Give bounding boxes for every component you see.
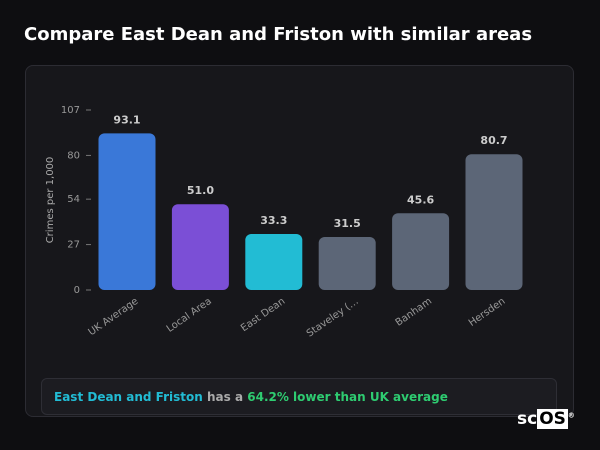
- y-tick-label: 54: [67, 194, 80, 205]
- logo: sc OS ®: [517, 409, 575, 429]
- logo-right: OS: [537, 409, 568, 429]
- x-tick-label: East Dean: [239, 296, 287, 334]
- value-label: 80.7: [480, 134, 507, 147]
- y-tick-label: 0: [74, 285, 80, 296]
- logo-mark: ®: [567, 411, 575, 420]
- x-tick-label: Staveley (…: [305, 296, 361, 340]
- value-label: 31.5: [334, 217, 361, 230]
- summary: East Dean and Friston has a 64.2% lower …: [41, 378, 557, 415]
- value-label: 51.0: [187, 184, 214, 197]
- bar: [98, 133, 156, 290]
- x-tick-label: UK Average: [87, 296, 141, 338]
- logo-left: sc: [517, 409, 538, 429]
- value-label: 93.1: [113, 113, 140, 126]
- y-axis-label: Crimes per 1,000: [45, 157, 56, 244]
- bar: [465, 154, 523, 290]
- summary-highlight: 64.2% lower than UK average: [247, 390, 448, 404]
- page-title: Compare East Dean and Friston with simil…: [24, 24, 533, 45]
- y-tick-label: 27: [67, 240, 80, 251]
- summary-text: has a: [207, 390, 244, 404]
- value-label: 33.3: [260, 214, 287, 227]
- bar: [245, 233, 303, 290]
- value-label: 45.6: [407, 193, 434, 206]
- y-tick-label: 107: [61, 105, 80, 116]
- x-tick-label: Hersden: [467, 296, 508, 329]
- x-tick-label: Local Area: [165, 296, 214, 335]
- bar: [171, 204, 229, 290]
- summary-area: East Dean and Friston: [54, 390, 203, 404]
- bar: [392, 213, 450, 290]
- bar: [318, 237, 376, 290]
- x-tick-label: Banham: [394, 296, 434, 329]
- y-tick-label: 80: [67, 150, 80, 161]
